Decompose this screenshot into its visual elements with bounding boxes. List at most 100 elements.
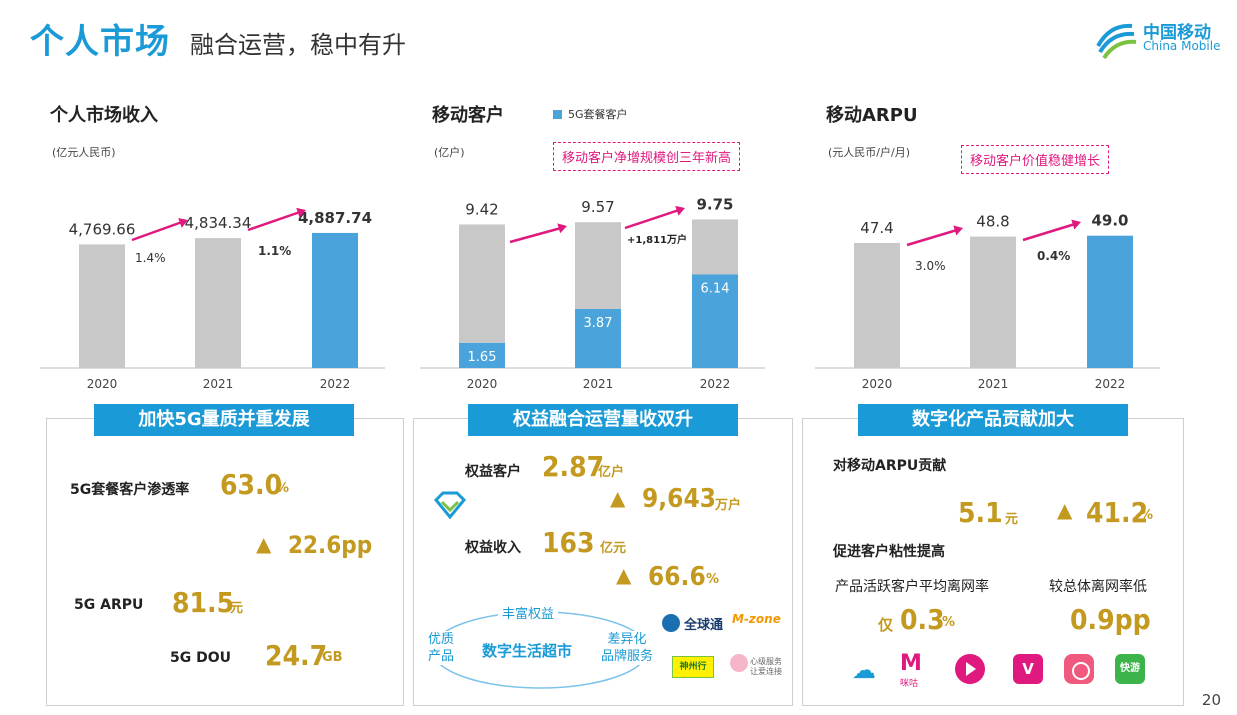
5g-label-2022: 6.14 xyxy=(701,281,730,296)
arc-top-label: 丰富权益 xyxy=(498,603,559,622)
panel2-banner: 权益融合运营量收双升 xyxy=(468,404,738,436)
up-triangle-icon: ▲ xyxy=(1057,498,1073,522)
value-label-2021: 9.57 xyxy=(581,198,614,216)
growth-label-1: 1.4% xyxy=(135,251,166,265)
brand-xinji: 心级服务 让爱连接 xyxy=(750,657,782,676)
dou-unit: GB xyxy=(322,650,343,665)
arpu-5g-value: 81.5 xyxy=(172,586,235,619)
lower-label: 较总体离网率低 xyxy=(1049,579,1147,595)
growth-arrow-1 xyxy=(906,228,958,247)
chart3-unit: (元人民币/户/月) xyxy=(828,146,910,159)
chart3-title: 移动ARPU xyxy=(826,105,918,126)
bar-total-2020 xyxy=(459,224,505,343)
contrib-value: 5.1 xyxy=(958,496,1003,529)
migu-label: 咪咕 xyxy=(900,679,919,689)
churn-label: 产品活跃客户平均离网率 xyxy=(835,579,989,595)
chart1-canvas: 4,769.66 2020 4,834.34 2021 4,887.74 2022 1.4%… xyxy=(40,207,385,391)
value-label-2020: 4,769.66 xyxy=(69,220,136,238)
value-label-2022: 9.75 xyxy=(696,195,733,213)
growth-arrow-2-head xyxy=(675,205,685,216)
5g-label-2020: 1.65 xyxy=(468,350,497,365)
cloud-icon: ☁ xyxy=(852,656,876,684)
value-label-2020: 9.42 xyxy=(465,200,498,218)
tick-label-2022: 2022 xyxy=(700,377,731,391)
rights-customers-unit: 亿户 xyxy=(598,465,625,480)
contrib-unit: 元 xyxy=(1005,512,1019,527)
rights-customers-label: 权益客户 xyxy=(465,464,521,480)
panel3-banner: 数字化产品贡献加大 xyxy=(858,404,1128,436)
up-triangle-icon: ▲ xyxy=(610,486,626,510)
value-label-2021: 4,834.34 xyxy=(185,214,252,232)
growth-arrow-2 xyxy=(1022,222,1076,242)
chart2-callout: 移动客户净增规模创三年新高 xyxy=(553,142,741,171)
tick-label-2020: 2020 xyxy=(87,377,118,391)
brand-shenzhouxing: 神州行 xyxy=(672,656,714,678)
contrib-label: 对移动ARPU贡献 xyxy=(833,458,947,474)
arc-center-label: 数字生活超市 xyxy=(482,642,573,660)
rights-revenue-delta: 66.6 xyxy=(648,562,706,592)
panel1-banner: 加快5G量质并重发展 xyxy=(94,404,354,436)
brand-quanqiutong: 全球通 xyxy=(684,618,724,633)
page-number: 20 xyxy=(1201,691,1221,709)
growth-arrow-2 xyxy=(247,210,301,232)
bar-5g-2021 xyxy=(575,309,621,368)
bar-2022 xyxy=(312,232,358,368)
tick-label-2021: 2021 xyxy=(978,377,1009,391)
growth-label-2: 1.1% xyxy=(258,244,291,258)
growth-label-1: 3.0% xyxy=(915,259,946,273)
tick-label-2022: 2022 xyxy=(320,377,351,391)
dou-label: 5G DOU xyxy=(170,650,231,666)
music-ring-icon xyxy=(1072,662,1090,680)
penetration-unit: % xyxy=(276,481,290,496)
chart2-unit: (亿户) xyxy=(434,146,465,159)
rights-revenue-unit: 亿元 xyxy=(600,541,627,556)
growth-arrow-1-head xyxy=(557,223,567,234)
penetration-delta: 22.6pp xyxy=(288,531,373,559)
bar-2020 xyxy=(854,242,900,368)
chart3-canvas: 47.4 2020 48.8 2021 49.0 2022 3.0% 0.4% xyxy=(815,212,1160,391)
arpu-5g-label: 5G ARPU xyxy=(74,597,144,613)
rights-customers-delta-unit: 万户 xyxy=(715,498,742,513)
dou-value: 24.7 xyxy=(265,639,328,672)
value-label-2022: 49.0 xyxy=(1091,212,1128,230)
growth-arrow-2-head xyxy=(1071,219,1081,230)
tick-label-2022: 2022 xyxy=(1095,377,1126,391)
growth-arrow-1-head xyxy=(953,225,963,236)
bar-2021 xyxy=(195,238,241,368)
legend-5g-label: 5G套餐客户 xyxy=(568,108,628,121)
bar-5g-2022 xyxy=(692,274,738,368)
rights-revenue-value: 163 xyxy=(542,526,595,559)
tick-label-2020: 2020 xyxy=(862,377,893,391)
churn-value: 0.3 xyxy=(900,603,945,636)
chart1-title: 个人市场收入 xyxy=(50,105,158,126)
growth-arrow-2-head xyxy=(296,207,306,218)
rights-revenue-delta-unit: % xyxy=(706,572,720,587)
game-icon: 快游 xyxy=(1115,654,1145,684)
page-title: 个人市场 xyxy=(30,22,170,62)
vr-icon: V xyxy=(1013,654,1043,684)
chart1-unit: (亿元人民币) xyxy=(52,146,116,159)
arc-left-label: 优质 产品 xyxy=(428,631,464,665)
churn-prefix: 仅 xyxy=(878,616,894,634)
brand-mzone: M-zone xyxy=(732,612,781,626)
value-label-2021: 48.8 xyxy=(976,213,1009,231)
contrib-delta: 41.2 xyxy=(1086,496,1149,529)
globe-brand-icon xyxy=(662,614,680,632)
china-mobile-logo-icon xyxy=(1096,23,1137,60)
play-icon xyxy=(966,662,976,676)
chart2-canvas: 9.42 1.65 2020 9.57 3.87 2021 9.75 6.14 2022 +1,8… xyxy=(420,195,765,391)
arpu-5g-unit: 元 xyxy=(230,601,244,616)
legend-5g-swatch xyxy=(553,110,562,119)
penetration-label: 5G套餐客户渗透率 xyxy=(70,482,190,498)
chart3-callout: 移动客户价值稳健增长 xyxy=(961,145,1110,174)
diamond-icon xyxy=(433,491,467,520)
migu-icon: M xyxy=(900,651,922,676)
5g-label-2021: 3.87 xyxy=(584,316,613,331)
growth-arrow-1-head xyxy=(178,218,188,228)
tick-label-2021: 2021 xyxy=(203,377,234,391)
rights-customers-delta: 9,643 xyxy=(642,484,716,514)
logo-cn-text: 中国移动 xyxy=(1143,23,1211,43)
up-triangle-icon: ▲ xyxy=(256,532,272,556)
bar-2021 xyxy=(970,236,1016,368)
value-label-2020: 47.4 xyxy=(860,219,893,237)
